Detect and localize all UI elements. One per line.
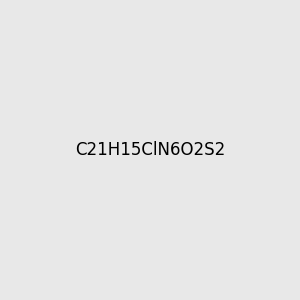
Text: C21H15ClN6O2S2: C21H15ClN6O2S2 bbox=[75, 141, 225, 159]
